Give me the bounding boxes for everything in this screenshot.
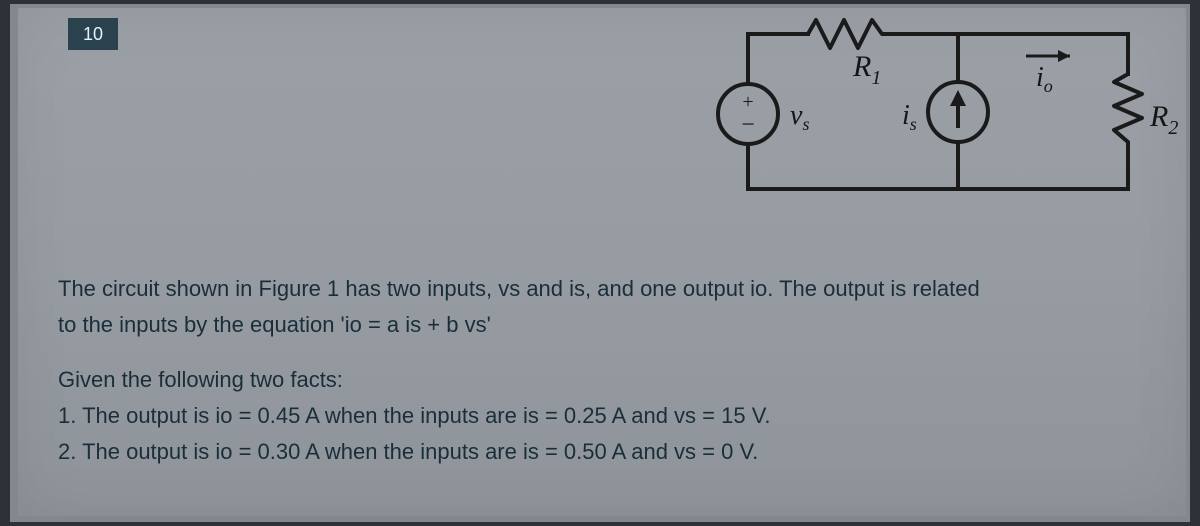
label-R2: R2 bbox=[1149, 100, 1178, 139]
is-arrowhead bbox=[950, 90, 966, 106]
problem-number-badge: 10 bbox=[68, 18, 118, 50]
paragraph-line-2: to the inputs by the equation 'io = a is… bbox=[58, 310, 1146, 340]
fact-1: 1. The output is io = 0.45 A when the in… bbox=[58, 401, 1146, 431]
problem-number: 10 bbox=[83, 24, 103, 45]
vs-plus: + bbox=[742, 91, 753, 113]
problem-text: The circuit shown in Figure 1 has two in… bbox=[58, 274, 1146, 472]
circuit-diagram: + − R1 R2 vs bbox=[678, 14, 1178, 214]
vs-minus: − bbox=[741, 112, 755, 138]
label-io: io bbox=[1036, 62, 1053, 96]
label-vs: vs bbox=[790, 100, 809, 134]
label-R1: R1 bbox=[852, 50, 881, 89]
facts-heading: Given the following two facts: bbox=[58, 365, 1146, 395]
paragraph-line-1: The circuit shown in Figure 1 has two in… bbox=[58, 274, 1146, 304]
label-is: is bbox=[902, 100, 917, 134]
page-surface: 10 bbox=[18, 8, 1186, 516]
circuit-svg: + − R1 R2 vs bbox=[678, 14, 1178, 214]
io-arrowhead bbox=[1058, 50, 1070, 62]
fact-2: 2. The output is io = 0.30 A when the in… bbox=[58, 437, 1146, 467]
